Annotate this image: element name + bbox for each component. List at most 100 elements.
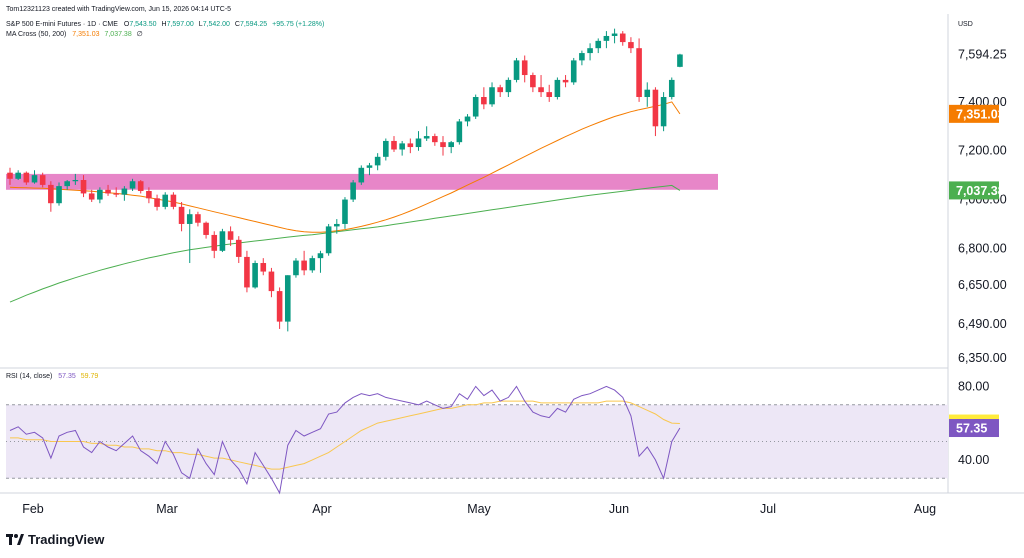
candle-body xyxy=(464,116,471,122)
candle-body xyxy=(391,140,397,150)
candle-body xyxy=(293,260,299,276)
time-tick-label: Apr xyxy=(312,502,331,516)
candle-body xyxy=(276,291,283,322)
candle-body xyxy=(481,97,487,105)
ma-slow-legend-value: 7,037.38 xyxy=(104,31,131,38)
candle-body xyxy=(15,172,21,179)
candle-body xyxy=(603,35,610,41)
symbol-name: S&P 500 E-mini Futures · 1D · CME xyxy=(6,21,118,28)
candle-body xyxy=(570,60,577,83)
candle-body xyxy=(64,181,70,187)
candle-body xyxy=(677,54,683,67)
candle-body xyxy=(195,214,201,223)
candle-body xyxy=(97,189,103,200)
tradingview-logo-icon xyxy=(6,533,24,546)
candle-body xyxy=(154,198,160,207)
candle-body xyxy=(383,140,389,157)
candle-body xyxy=(244,256,250,288)
rsi-legend[interactable]: RSI (14, close) 57.35 59.79 xyxy=(6,373,98,380)
candle-body xyxy=(350,182,356,200)
candle-body xyxy=(121,188,128,195)
candle-body xyxy=(366,165,373,168)
candle-body xyxy=(611,33,618,36)
ma-slow-price-tag-bg xyxy=(949,181,999,200)
rsi-line xyxy=(9,385,681,495)
rsi-label: RSI (14, close) xyxy=(6,373,52,380)
candle-body xyxy=(448,142,454,148)
rsi-value-tag-bg xyxy=(949,419,999,438)
candle-body xyxy=(162,194,169,207)
candle-body xyxy=(178,206,185,224)
candle-body xyxy=(252,263,258,288)
candle-body xyxy=(309,258,316,271)
candle-body xyxy=(227,231,234,240)
low-label: L xyxy=(199,21,203,28)
price-tick-label: 6,350.00 xyxy=(958,351,1007,365)
candle-body xyxy=(56,186,62,204)
time-tick-label: Mar xyxy=(156,502,178,516)
candle-body xyxy=(407,143,414,148)
candle-body xyxy=(186,214,193,224)
candle-body xyxy=(423,136,430,139)
candle-body xyxy=(88,193,95,200)
time-tick-label: Jul xyxy=(760,502,776,516)
candle-body xyxy=(489,87,495,105)
candle-body xyxy=(562,79,569,83)
time-tick-label: Jun xyxy=(609,502,629,516)
rsi-ma-legend-value: 59.79 xyxy=(81,373,99,380)
candle-body xyxy=(342,199,348,224)
candle-body xyxy=(538,87,544,93)
candle-body xyxy=(668,79,675,98)
candle-body xyxy=(652,89,659,127)
candle-body xyxy=(301,260,307,271)
price-tick-label: 6,650.00 xyxy=(958,278,1007,292)
candle-body xyxy=(219,231,226,251)
candle-body xyxy=(113,193,120,195)
brand-name: TradingView xyxy=(28,532,105,547)
price-tick-label: 7,200.00 xyxy=(958,144,1007,158)
price-tick-label: 7,594.25 xyxy=(958,47,1007,61)
candle-body xyxy=(334,223,340,227)
time-tick-label: Feb xyxy=(22,502,44,516)
time-tick-label: May xyxy=(467,502,491,516)
ma-extra-value: ∅ xyxy=(137,31,143,38)
candle-body xyxy=(497,87,503,93)
candle-body xyxy=(587,48,593,54)
ma-cross-label: MA Cross (50, 200) xyxy=(6,31,66,38)
candle-body xyxy=(636,48,642,98)
ma-fast-legend-value: 7,351.03 xyxy=(72,31,99,38)
high-label: H xyxy=(162,21,167,28)
candle-body xyxy=(146,191,152,199)
candle-body xyxy=(399,143,405,150)
candle-body xyxy=(129,181,136,189)
candle-body xyxy=(235,239,242,257)
candle-body xyxy=(325,226,332,254)
price-tick-label: 6,490.00 xyxy=(958,317,1007,331)
symbol-legend[interactable]: S&P 500 E-mini Futures · 1D · CME O7,543… xyxy=(6,21,324,28)
rsi-tick-label: 80.00 xyxy=(958,379,989,393)
open-label: O xyxy=(124,21,130,28)
candle-body xyxy=(660,97,667,127)
candle-body xyxy=(628,42,634,49)
rsi-value-tag: 57.35 xyxy=(956,422,987,436)
candle-body xyxy=(513,60,520,80)
candle-body xyxy=(7,172,13,179)
candle-body xyxy=(23,172,30,183)
ma-cross-legend[interactable]: MA Cross (50, 200) 7,351.03 7,037.38 ∅ xyxy=(6,31,143,38)
candle-body xyxy=(31,175,38,183)
candle-body xyxy=(170,194,177,207)
candle-body xyxy=(268,271,275,292)
candle-body xyxy=(284,275,291,322)
brand-footer[interactable]: TradingView xyxy=(6,532,104,547)
ma-fast-price-tag: 7,351.03 xyxy=(956,107,1005,121)
time-tick-label: Aug xyxy=(914,502,936,516)
ma-fast-price-tag-bg xyxy=(949,104,999,123)
price-tick-label: 6,800.00 xyxy=(958,241,1007,255)
candle-body xyxy=(39,175,46,185)
candle-body xyxy=(203,222,209,235)
candle-body xyxy=(317,253,324,259)
attribution-text: Tom12321123 created with TradingView.com… xyxy=(6,6,231,13)
rsi-tick-label: 40.00 xyxy=(958,453,989,467)
low-value: 7,542.00 xyxy=(203,21,230,28)
currency-label[interactable]: USD xyxy=(958,21,973,28)
